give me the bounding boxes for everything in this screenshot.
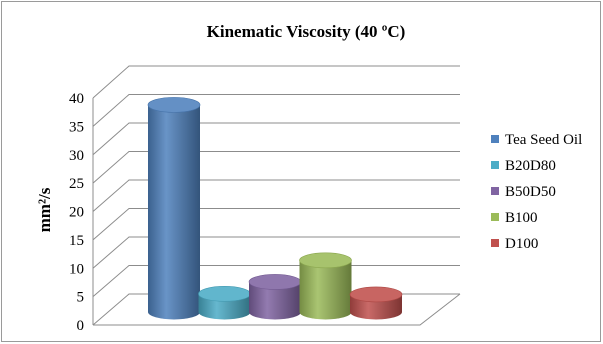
bar [198, 286, 251, 320]
legend-label: B100 [505, 210, 538, 226]
bar [147, 97, 201, 320]
y-tick-label: 20 [69, 205, 84, 221]
legend-swatch [491, 213, 499, 221]
grid-line [92, 94, 460, 127]
grid-line [92, 122, 460, 156]
y-tick-label: 15 [69, 233, 84, 249]
y-tick-label: 10 [69, 261, 84, 277]
y-tick-label: 0 [77, 318, 85, 334]
bar-body [148, 104, 200, 320]
legend: Tea Seed Oil B20D80 B50D50 B100 D100 [491, 132, 582, 252]
grid-line [92, 179, 460, 212]
grid-line [92, 208, 460, 241]
floor-edge [93, 293, 461, 326]
y-tick-label: 30 [69, 148, 84, 164]
legend-item: B50D50 [491, 184, 556, 200]
legend-label: Tea Seed Oil [505, 132, 582, 148]
grid-line [92, 151, 460, 184]
bar [248, 274, 302, 320]
chart-title: Kinematic Viscosity (40 ºC) [207, 22, 406, 41]
bar [349, 286, 403, 320]
legend-label: B50D50 [505, 184, 556, 200]
bar-top [198, 286, 251, 302]
bar-top [349, 286, 403, 303]
y-axis-ticks: 0 5 10 15 20 25 30 35 40 [69, 91, 84, 334]
y-tick-label: 5 [77, 290, 85, 306]
legend-swatch [491, 161, 499, 169]
bar-top [248, 274, 302, 290]
bars [147, 97, 403, 320]
bar-body [249, 281, 301, 320]
legend-swatch [491, 239, 499, 247]
grid-line [92, 236, 460, 269]
legend-item: Tea Seed Oil [491, 132, 582, 148]
y-axis-label: mm²/s [35, 187, 54, 232]
legend-label: D100 [505, 236, 538, 252]
y-tick-label: 40 [69, 91, 84, 107]
legend-label: B20D80 [505, 158, 556, 174]
legend-item: D100 [491, 236, 538, 252]
bar-top [299, 252, 352, 269]
legend-item: B20D80 [491, 158, 556, 174]
bar-body [299, 260, 352, 320]
bar-top [147, 97, 201, 113]
legend-item: B100 [491, 210, 538, 226]
grid-line [92, 65, 460, 99]
legend-swatch [491, 187, 499, 195]
bar [299, 252, 352, 320]
y-tick-label: 25 [69, 176, 84, 192]
legend-swatch [491, 135, 499, 143]
y-tick-label: 35 [69, 119, 84, 135]
